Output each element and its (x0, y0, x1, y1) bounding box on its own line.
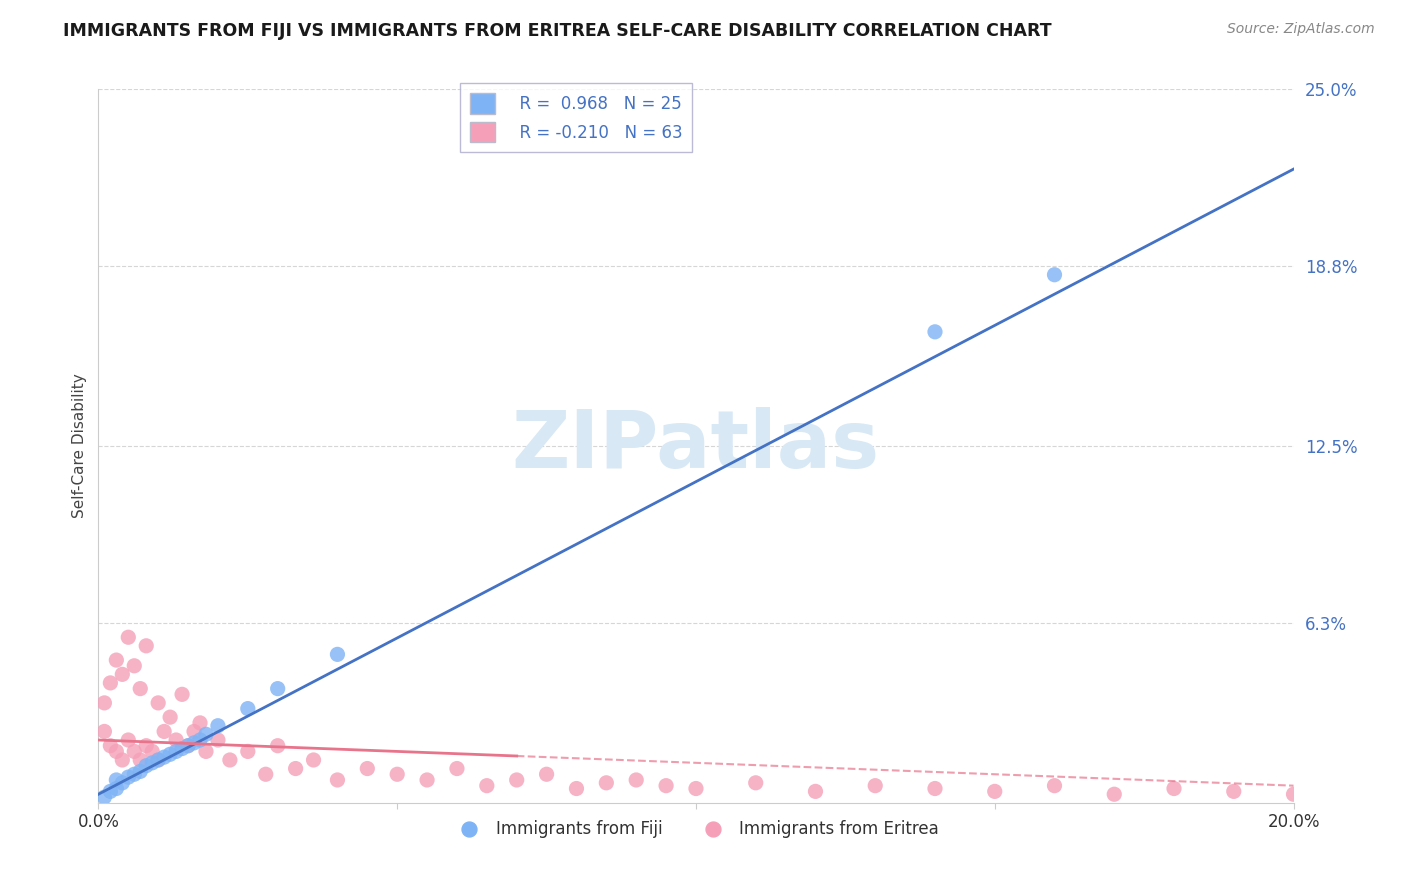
Point (105, 744, 128, 758)
Point (177, 739, 200, 753)
Point (117, 770, 139, 784)
Point (195, 727, 218, 741)
Point (141, 756, 163, 770)
Point (117, 630, 139, 644)
Point (98, 784, 122, 798)
Text: IMMIGRANTS FROM FIJI VS IMMIGRANTS FROM ERITREA SELF-CARE DISABILITY CORRELATION: IMMIGRANTS FROM FIJI VS IMMIGRANTS FROM … (63, 22, 1052, 40)
Point (267, 681, 290, 696)
Point (1282, 787, 1305, 801)
Legend: Immigrants from Fiji, Immigrants from Eritrea: Immigrants from Fiji, Immigrants from Er… (446, 814, 946, 845)
Point (124, 658, 146, 673)
Point (188, 715, 211, 730)
Point (183, 736, 205, 750)
Point (129, 753, 152, 767)
Point (356, 762, 378, 776)
Point (177, 739, 200, 753)
Point (254, 767, 277, 781)
Point (219, 753, 242, 767)
Text: ZIPatlas: ZIPatlas (512, 407, 880, 485)
Point (117, 733, 139, 747)
Point (924, 325, 946, 339)
Point (804, 784, 827, 798)
Point (1223, 784, 1246, 798)
Point (745, 776, 768, 790)
Point (165, 744, 187, 758)
Point (207, 733, 229, 747)
Point (385, 767, 409, 781)
Point (326, 648, 349, 662)
Point (536, 767, 558, 781)
Point (111, 667, 134, 681)
Point (506, 772, 529, 787)
Point (284, 762, 307, 776)
Point (105, 653, 128, 667)
Y-axis label: Self-Care Disability: Self-Care Disability (72, 374, 87, 518)
Point (148, 753, 170, 767)
Point (148, 696, 170, 710)
Point (93, 724, 115, 739)
Point (302, 753, 325, 767)
Point (1104, 787, 1126, 801)
Point (1163, 781, 1185, 796)
Point (135, 639, 157, 653)
Point (195, 744, 218, 758)
Point (655, 779, 678, 793)
Point (105, 772, 128, 787)
Point (984, 784, 1007, 798)
Point (153, 724, 176, 739)
Point (865, 779, 887, 793)
Point (1343, 781, 1365, 796)
Point (159, 747, 181, 762)
Point (183, 724, 205, 739)
Point (111, 776, 134, 790)
Point (124, 767, 146, 781)
Text: Source: ZipAtlas.com: Source: ZipAtlas.com (1227, 22, 1375, 37)
Point (141, 744, 163, 758)
Point (105, 781, 128, 796)
Point (124, 744, 146, 758)
Point (93, 696, 115, 710)
Point (135, 739, 157, 753)
Point (1402, 790, 1406, 805)
Point (236, 701, 259, 715)
Point (626, 772, 648, 787)
Point (267, 739, 290, 753)
Point (207, 719, 229, 733)
Point (416, 772, 439, 787)
Point (135, 758, 157, 772)
Point (159, 710, 181, 724)
Point (148, 753, 170, 767)
Point (98, 676, 122, 690)
Point (1043, 268, 1066, 282)
Point (565, 781, 588, 796)
Point (153, 750, 176, 764)
Point (172, 741, 194, 756)
Point (1043, 779, 1066, 793)
Point (595, 776, 617, 790)
Point (165, 733, 187, 747)
Point (129, 764, 152, 779)
Point (172, 687, 194, 701)
Point (111, 753, 134, 767)
Point (326, 772, 349, 787)
Point (685, 781, 707, 796)
Point (475, 779, 498, 793)
Point (93, 790, 115, 805)
Point (98, 739, 122, 753)
Point (924, 781, 946, 796)
Point (188, 733, 211, 747)
Point (236, 744, 259, 758)
Point (446, 762, 468, 776)
Point (129, 681, 152, 696)
